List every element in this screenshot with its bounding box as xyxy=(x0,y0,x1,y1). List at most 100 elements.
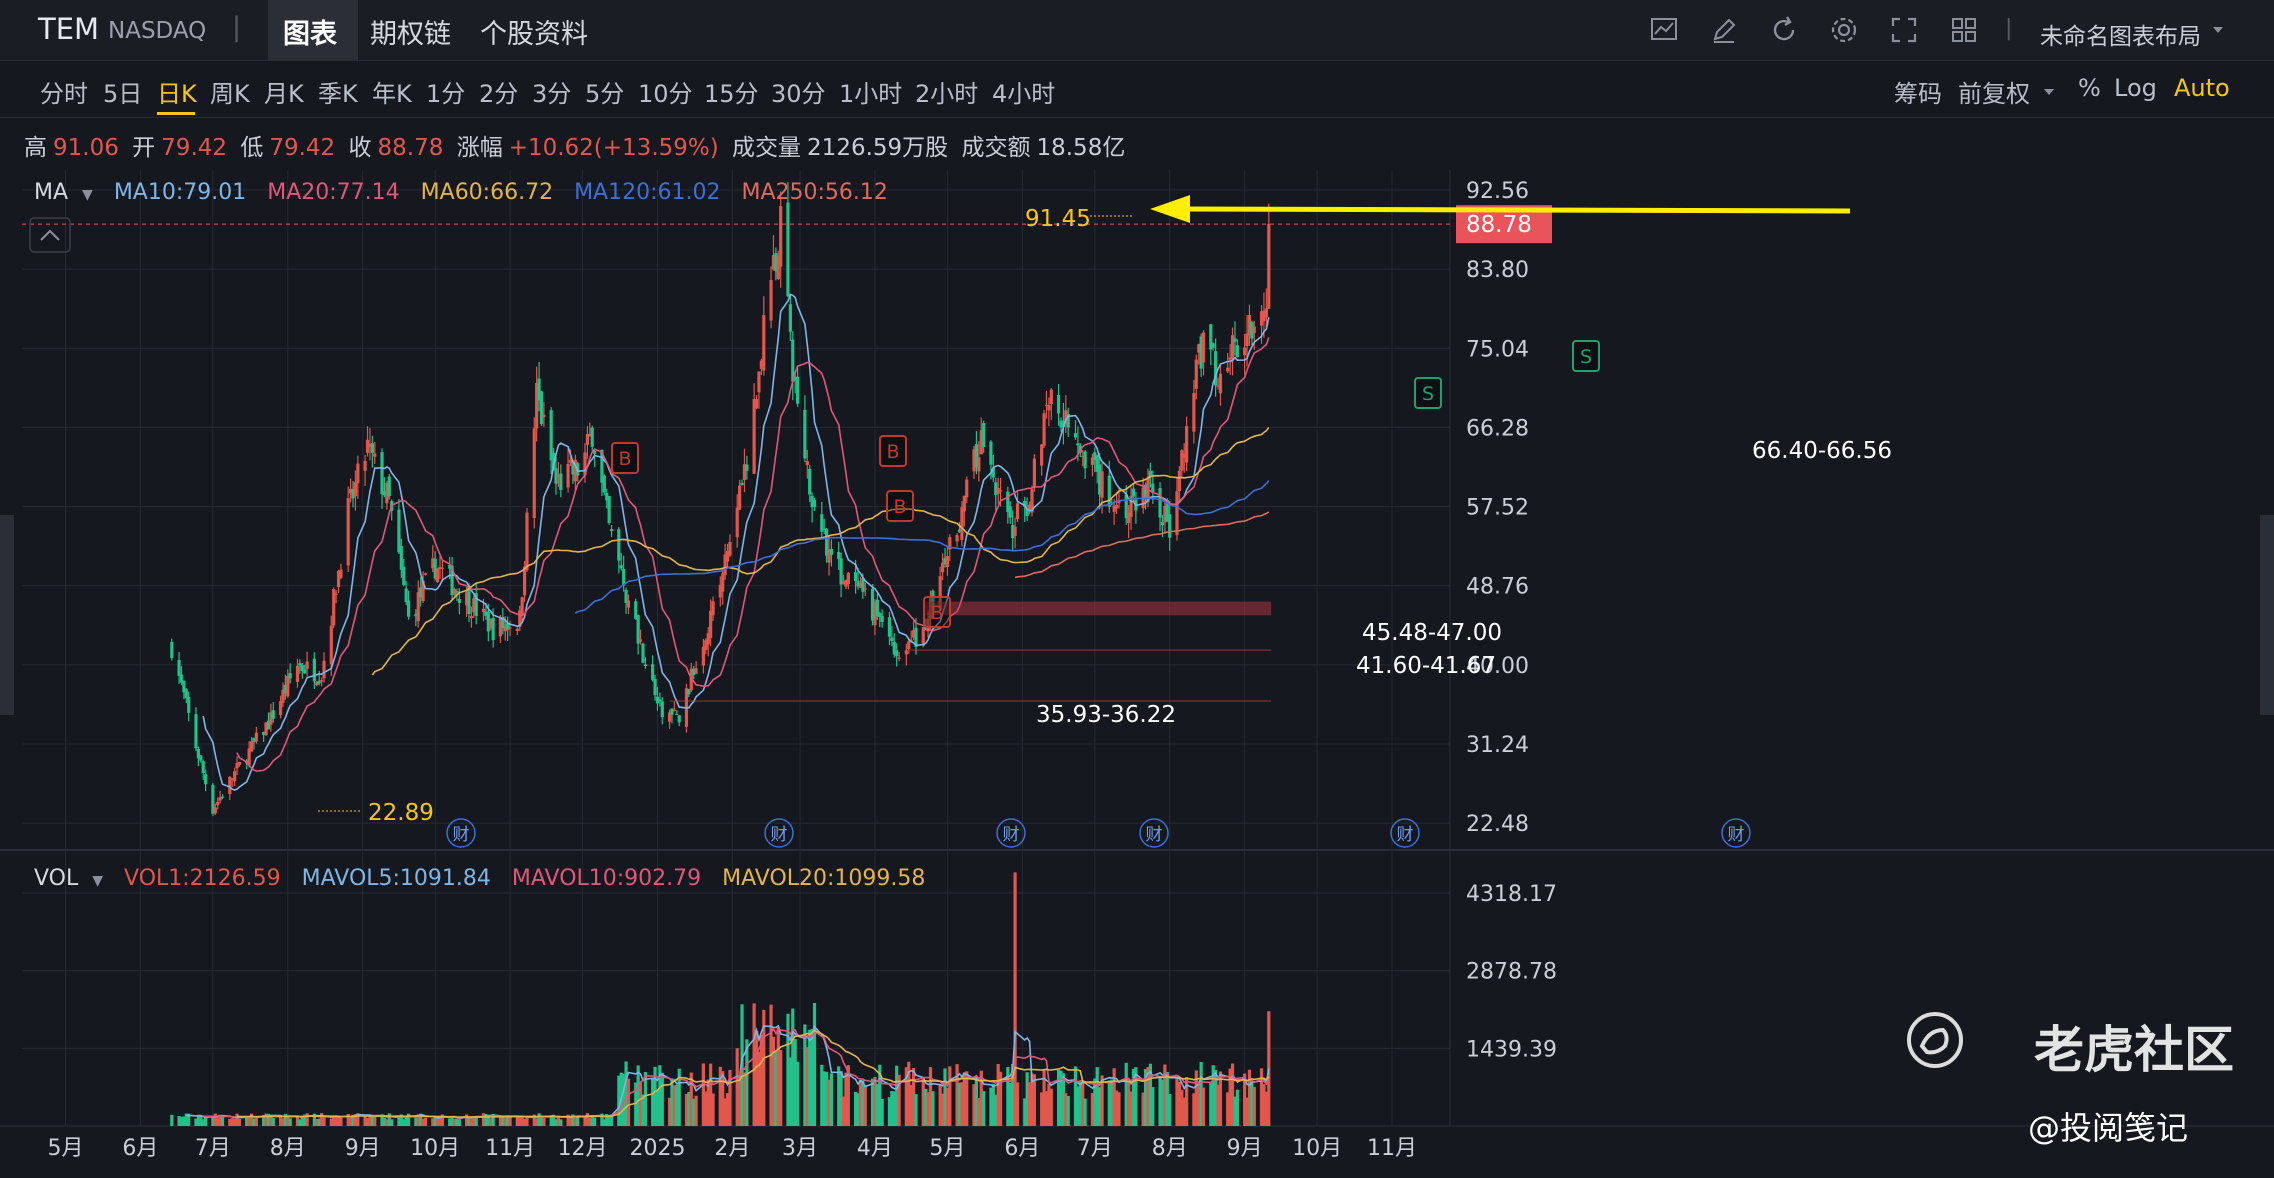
vol-caret-icon[interactable]: ▼ xyxy=(92,873,104,889)
auto-scale-toggle[interactable]: Auto xyxy=(2174,74,2230,102)
chips-button[interactable]: 筹码 xyxy=(1894,80,1942,108)
period-1min[interactable]: 1分 xyxy=(426,80,466,108)
candle-body xyxy=(962,495,966,512)
volume-bar xyxy=(1165,1072,1169,1126)
volume-bar xyxy=(1243,1073,1247,1126)
price-tick-label: 66.28 xyxy=(1466,416,1529,441)
candle-body xyxy=(1235,345,1239,358)
volume-bar xyxy=(1095,1067,1099,1126)
vol-indicator-name[interactable]: VOL xyxy=(34,866,79,891)
candle-body xyxy=(810,495,814,508)
chevron-up-icon[interactable] xyxy=(40,229,60,241)
percent-toggle[interactable]: % xyxy=(2078,74,2101,102)
period-5day[interactable]: 5日 xyxy=(103,80,143,108)
earnings-marker[interactable] xyxy=(446,818,476,848)
log-toggle[interactable]: Log xyxy=(2114,74,2157,102)
period-2hour[interactable]: 2小时 xyxy=(915,80,979,108)
period-5min[interactable]: 5分 xyxy=(585,80,625,108)
refresh-icon[interactable] xyxy=(1768,14,1800,46)
ma-indicator-name[interactable]: MA xyxy=(34,180,69,205)
earnings-marker-label[interactable]: 财 xyxy=(771,825,788,845)
candle-body xyxy=(486,611,490,632)
earnings-marker-label[interactable]: 财 xyxy=(1003,825,1020,845)
layout-caret-down-icon[interactable] xyxy=(2210,22,2226,38)
volume-bar xyxy=(1134,1067,1138,1126)
signal-marker-box[interactable] xyxy=(879,435,907,467)
period-weekly[interactable]: 周K xyxy=(210,80,250,108)
indicator-icon[interactable] xyxy=(1648,14,1680,46)
volume-bar xyxy=(542,1117,546,1126)
layout-grid-icon[interactable] xyxy=(1948,14,1980,46)
signal-marker-box[interactable] xyxy=(886,490,914,522)
left-collapse-handle[interactable] xyxy=(0,515,14,715)
candle-body xyxy=(825,528,829,556)
period-1hour[interactable]: 1小时 xyxy=(839,80,903,108)
candle-body xyxy=(1247,314,1252,336)
tab-option-chain[interactable]: 期权链 xyxy=(370,19,451,50)
layout-name-dropdown[interactable]: 未命名图表布局 xyxy=(2040,24,2201,50)
period-2min[interactable]: 2分 xyxy=(479,80,519,108)
earnings-marker-label[interactable]: 财 xyxy=(1146,825,1163,845)
fullscreen-icon[interactable] xyxy=(1888,14,1920,46)
volume-bar xyxy=(870,1078,875,1126)
settings-gear-icon[interactable] xyxy=(1828,14,1860,46)
period-10min[interactable]: 10分 xyxy=(638,80,693,108)
signal-marker-box[interactable] xyxy=(611,442,639,474)
signal-marker-label[interactable]: B xyxy=(618,448,631,470)
tab-company-profile[interactable]: 个股资料 xyxy=(480,19,588,50)
earnings-marker[interactable] xyxy=(1139,818,1169,848)
volume-bar xyxy=(854,1091,858,1126)
signal-marker-label[interactable]: S xyxy=(1422,383,1434,405)
candle-body xyxy=(827,549,831,563)
period-daily[interactable]: 日K xyxy=(157,80,197,108)
signal-marker-label[interactable]: B xyxy=(893,496,906,518)
earnings-marker-label[interactable]: 财 xyxy=(453,825,470,845)
period-intraday[interactable]: 分时 xyxy=(40,80,88,108)
volume-bar xyxy=(419,1113,423,1126)
signal-marker-box[interactable] xyxy=(1414,377,1442,409)
draw-pen-icon[interactable] xyxy=(1708,14,1740,46)
period-3min[interactable]: 3分 xyxy=(532,80,572,108)
adjust-dropdown[interactable]: 前复权 xyxy=(1958,80,2030,108)
earnings-marker-label[interactable]: 财 xyxy=(1728,825,1745,845)
period-yearly[interactable]: 年K xyxy=(372,80,412,108)
signal-marker-box[interactable] xyxy=(923,596,951,628)
adjust-caret-down-icon[interactable] xyxy=(2042,85,2056,99)
volume-bar xyxy=(346,1113,350,1126)
candle-body xyxy=(450,565,454,596)
volume-bar xyxy=(271,1118,275,1126)
right-collapse-handle[interactable] xyxy=(2260,515,2274,715)
volume-bar xyxy=(196,1115,200,1126)
candle-body xyxy=(1177,470,1181,492)
signal-marker-label[interactable]: B xyxy=(886,441,899,463)
signal-marker-label[interactable]: S xyxy=(1580,346,1592,368)
earnings-marker[interactable] xyxy=(1721,818,1751,848)
candle-body xyxy=(182,680,186,693)
candle-body xyxy=(617,529,621,561)
signal-marker-box[interactable] xyxy=(1572,340,1600,372)
volume-bar xyxy=(1209,1082,1213,1126)
earnings-marker-label[interactable]: 财 xyxy=(1397,825,1414,845)
volume-bar xyxy=(204,1116,208,1126)
candle-body xyxy=(660,701,664,718)
volume-bar xyxy=(1124,1062,1128,1126)
volume-bar xyxy=(1141,1092,1145,1126)
signal-marker-label[interactable]: B xyxy=(930,602,943,624)
period-30min[interactable]: 30分 xyxy=(771,80,826,108)
candle-body xyxy=(218,797,222,801)
tab-chart[interactable]: 图表 xyxy=(283,19,337,50)
candle-body xyxy=(972,449,976,472)
collapse-legend-button[interactable] xyxy=(29,217,71,253)
earnings-marker[interactable] xyxy=(764,818,794,848)
symbol-label[interactable]: TEM xyxy=(38,12,100,46)
earnings-marker[interactable] xyxy=(1390,818,1420,848)
period-15min[interactable]: 15分 xyxy=(704,80,759,108)
ma-caret-icon[interactable]: ▼ xyxy=(82,187,93,203)
period-monthly[interactable]: 月K xyxy=(264,80,304,108)
earnings-marker[interactable] xyxy=(996,818,1026,848)
volume-bar xyxy=(718,1066,722,1126)
volume-bar xyxy=(380,1114,384,1126)
period-4hour[interactable]: 4小时 xyxy=(992,80,1056,108)
period-quarterly[interactable]: 季K xyxy=(318,80,358,108)
